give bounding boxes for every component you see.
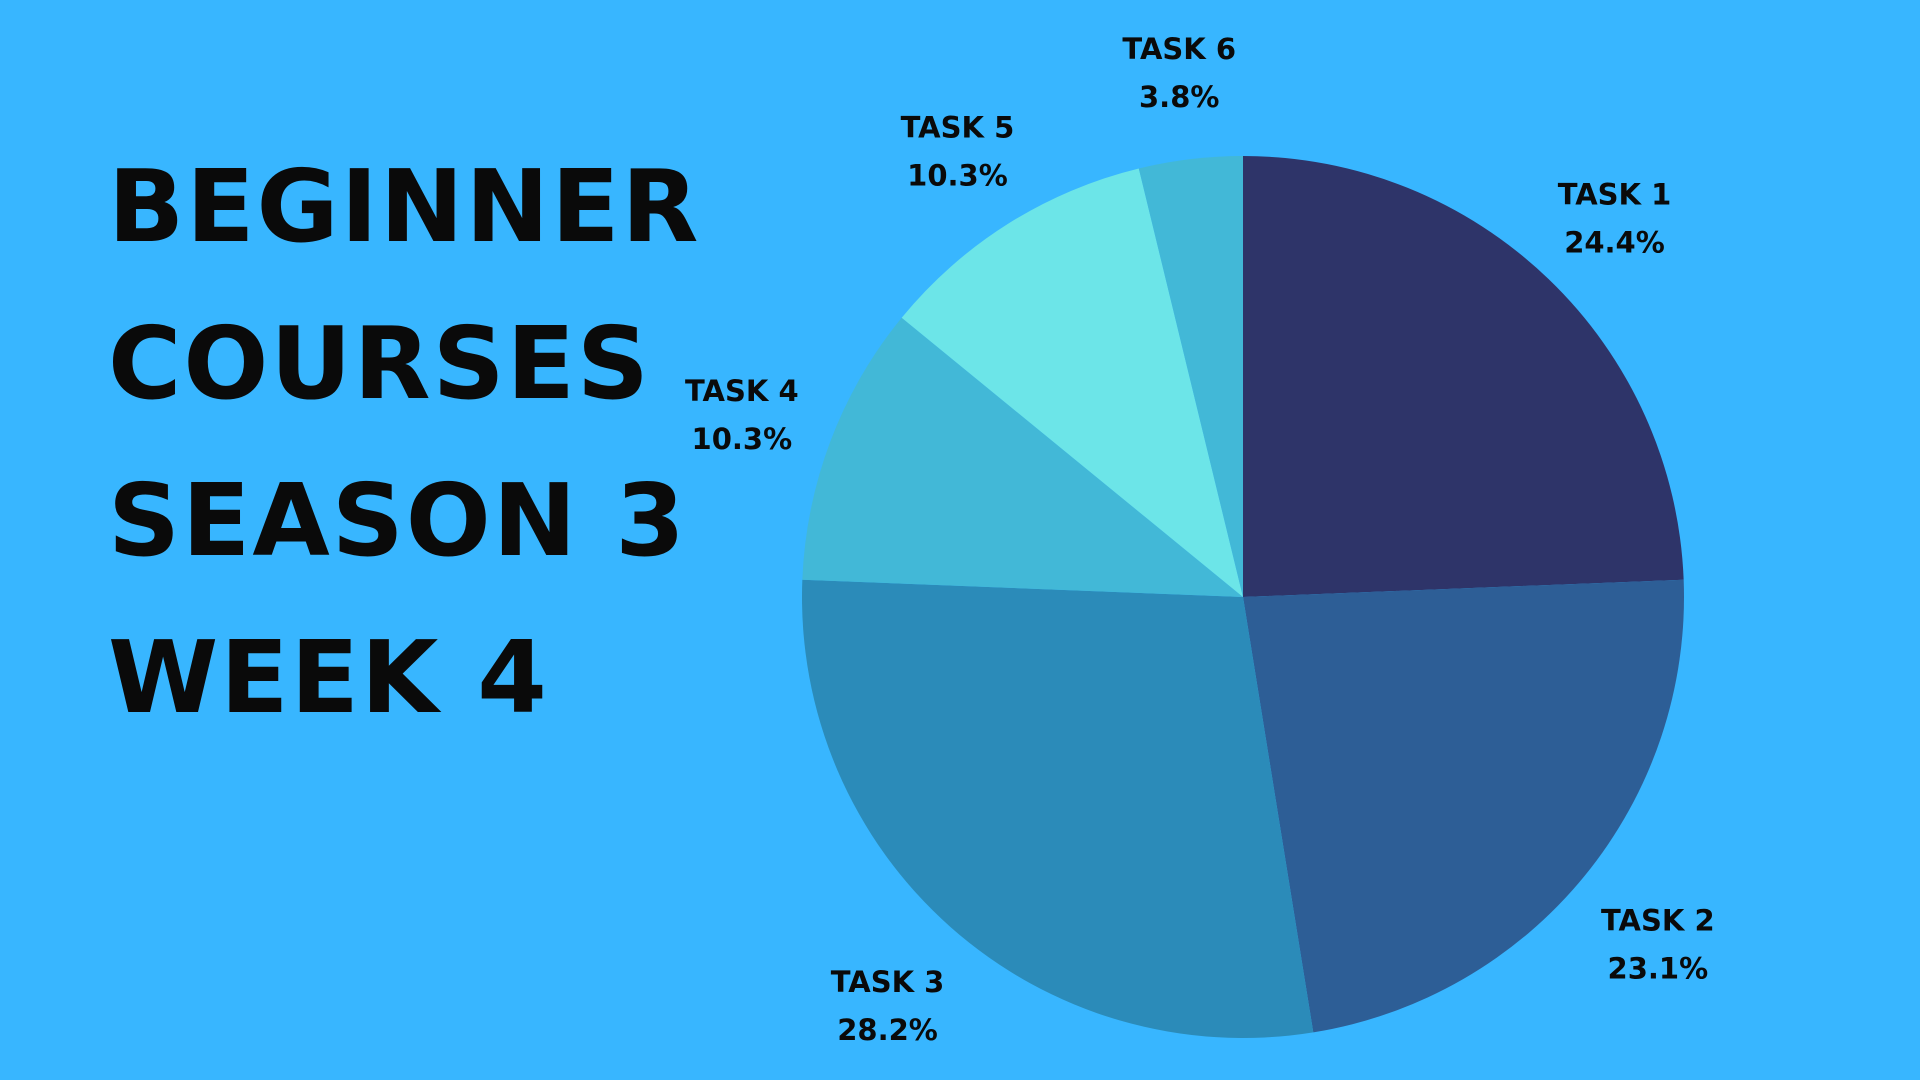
slice-value-task-6: 3.8% (1139, 80, 1219, 114)
pie-slice-task-5 (901, 168, 1243, 597)
title-line-2: COURSES (108, 305, 651, 422)
pie-slice-task-6 (1138, 156, 1243, 597)
pie-slice-task-2 (1243, 579, 1684, 1033)
title-line-3: SEASON 3 (108, 462, 687, 579)
slice-label-task-3: TASK 3 (831, 965, 945, 999)
pie-slice-task-4 (802, 317, 1243, 597)
slice-value-task-3: 28.2% (837, 1013, 938, 1047)
slice-value-task-4: 10.3% (692, 422, 793, 456)
slice-label-task-6: TASK 6 (1122, 32, 1236, 66)
slice-value-task-5: 10.3% (907, 158, 1008, 192)
pie-slice-task-1 (1243, 156, 1684, 597)
pie-slice-task-3 (802, 579, 1314, 1038)
title-line-4: WEEK 4 (108, 619, 549, 736)
slice-value-task-1: 24.4% (1564, 226, 1665, 260)
slice-label-task-1: TASK 1 (1558, 178, 1672, 212)
slice-label-task-4: TASK 4 (685, 374, 799, 408)
slice-value-task-2: 23.1% (1608, 951, 1709, 985)
slice-label-task-5: TASK 5 (901, 110, 1015, 144)
title-line-1: BEGINNER (108, 148, 701, 265)
page-title: BEGINNER COURSES SEASON 3 WEEK 4 (108, 128, 701, 756)
slice-label-task-2: TASK 2 (1601, 903, 1715, 937)
